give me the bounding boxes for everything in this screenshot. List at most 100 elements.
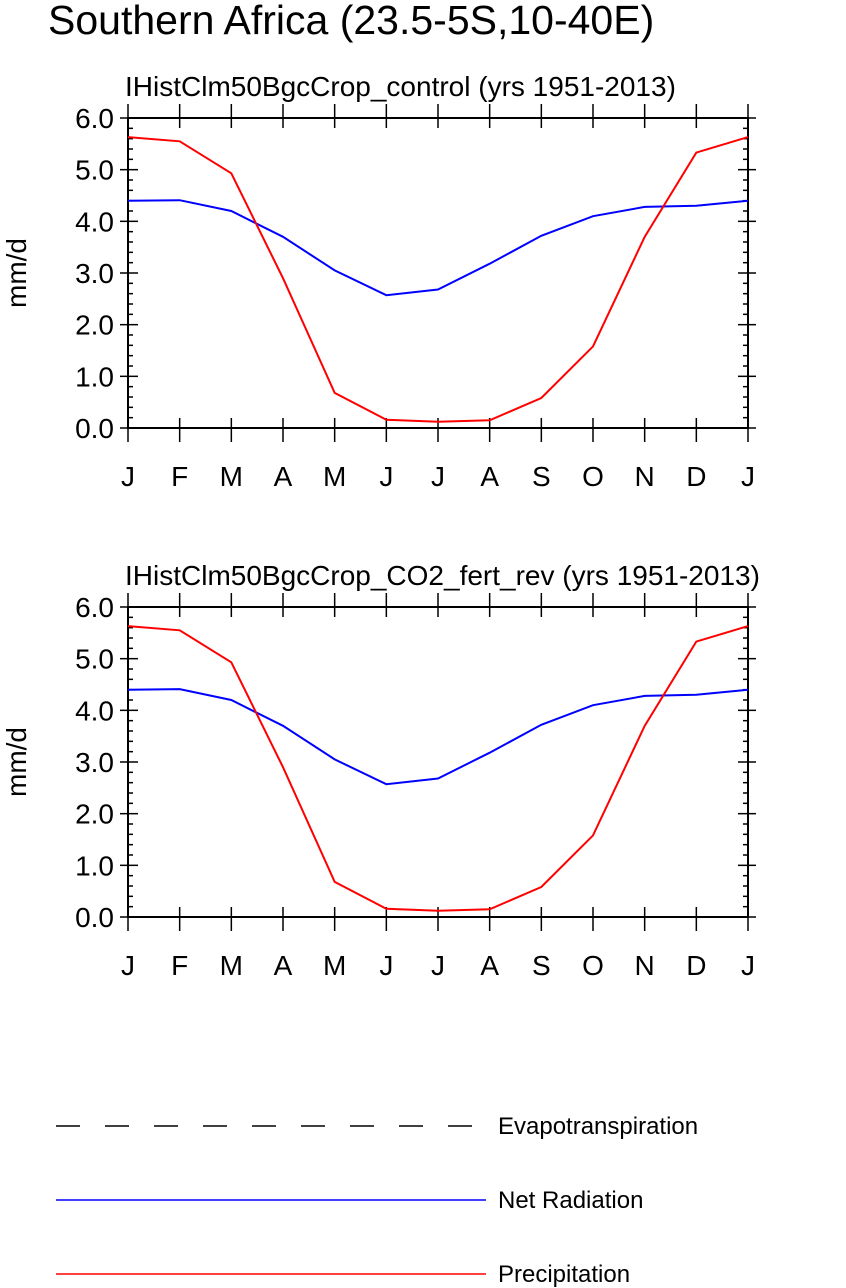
- data-point-net-radiation: [332, 268, 337, 273]
- data-point-net-radiation: [436, 287, 441, 292]
- x-tick-label: M: [323, 950, 346, 981]
- data-point-precipitation: [384, 417, 389, 422]
- y-tick-label: 5.0: [75, 155, 114, 186]
- page-title: Southern Africa (23.5-5S,10-40E): [48, 0, 655, 43]
- data-point-precipitation: [487, 418, 492, 423]
- y-tick-label: 1.0: [75, 361, 114, 392]
- data-point-precipitation: [332, 879, 337, 884]
- data-point-net-radiation: [487, 261, 492, 266]
- data-point-net-radiation: [487, 750, 492, 755]
- x-tick-label: J: [741, 461, 755, 492]
- legend-label: Net Radiation: [498, 1187, 643, 1214]
- y-tick-label: 0.0: [75, 902, 114, 933]
- data-point-precipitation: [332, 390, 337, 395]
- x-tick-label: J: [379, 461, 393, 492]
- x-tick-label: S: [532, 950, 551, 981]
- data-point-net-radiation: [384, 782, 389, 787]
- data-point-precipitation: [539, 396, 544, 401]
- data-point-net-radiation: [384, 293, 389, 298]
- x-tick-label: M: [220, 950, 243, 981]
- chart-panel-2: IHistClm50BgcCrop_CO2_fert_rev (yrs 1951…: [1, 560, 760, 981]
- y-axis-label: mm/d: [1, 238, 32, 308]
- data-point-precipitation: [591, 833, 596, 838]
- data-point-precipitation: [746, 624, 751, 629]
- series-line-precipitation: [127, 136, 749, 423]
- data-point-precipitation: [126, 624, 131, 629]
- data-point-precipitation: [591, 344, 596, 349]
- plot-frame: [127, 606, 749, 918]
- y-tick-label: 2.0: [75, 310, 114, 341]
- data-point-precipitation: [694, 639, 699, 644]
- data-point-net-radiation: [694, 203, 699, 208]
- data-point-net-radiation: [436, 776, 441, 781]
- x-tick-label: A: [274, 461, 293, 492]
- y-tick-label: 3.0: [75, 747, 114, 778]
- y-tick-label: 1.0: [75, 850, 114, 881]
- x-tick-label: J: [121, 461, 135, 492]
- x-tick-label: O: [582, 461, 604, 492]
- data-point-precipitation: [384, 906, 389, 911]
- x-tick-label: D: [686, 461, 706, 492]
- data-point-net-radiation: [642, 204, 647, 209]
- x-tick-label: J: [431, 950, 445, 981]
- x-tick-label: N: [635, 950, 655, 981]
- chart-title: IHistClm50BgcCrop_CO2_fert_rev (yrs 1951…: [125, 560, 760, 591]
- data-point-precipitation: [539, 885, 544, 890]
- series-line-precipitation: [127, 625, 749, 912]
- legend-item: Evapotranspiration: [56, 1113, 698, 1140]
- x-tick-label: F: [171, 950, 188, 981]
- data-point-precipitation: [642, 234, 647, 239]
- legend-label: Precipitation: [498, 1261, 630, 1288]
- series-line-net-radiation: [127, 688, 749, 786]
- x-tick-label: J: [121, 950, 135, 981]
- data-point-precipitation: [229, 660, 234, 665]
- data-point-precipitation: [642, 723, 647, 728]
- data-point-net-radiation: [229, 209, 234, 214]
- y-tick-label: 4.0: [75, 695, 114, 726]
- chart-panel-1: IHistClm50BgcCrop_control (yrs 1951-2013…: [1, 71, 756, 492]
- data-point-precipitation: [694, 150, 699, 155]
- data-point-net-radiation: [177, 687, 182, 692]
- x-tick-label: D: [686, 950, 706, 981]
- x-tick-label: F: [171, 461, 188, 492]
- plot-frame: [127, 117, 749, 429]
- x-tick-label: O: [582, 950, 604, 981]
- data-point-precipitation: [281, 276, 286, 281]
- data-point-net-radiation: [332, 757, 337, 762]
- data-point-net-radiation: [591, 703, 596, 708]
- data-point-net-radiation: [229, 698, 234, 703]
- data-point-precipitation: [436, 419, 441, 424]
- y-tick-label: 6.0: [75, 103, 114, 134]
- data-point-net-radiation: [694, 692, 699, 697]
- legend-item: Net Radiation: [56, 1187, 643, 1214]
- y-tick-label: 4.0: [75, 206, 114, 237]
- data-point-net-radiation: [126, 198, 131, 203]
- data-point-net-radiation: [281, 234, 286, 239]
- y-axis-label: mm/d: [1, 727, 32, 797]
- data-point-net-radiation: [642, 693, 647, 698]
- y-tick-label: 6.0: [75, 592, 114, 623]
- x-tick-label: A: [480, 461, 499, 492]
- data-point-net-radiation: [746, 198, 751, 203]
- x-tick-label: J: [431, 461, 445, 492]
- x-tick-label: A: [480, 950, 499, 981]
- y-tick-label: 0.0: [75, 413, 114, 444]
- data-point-precipitation: [746, 135, 751, 140]
- x-tick-label: N: [635, 461, 655, 492]
- data-point-net-radiation: [539, 233, 544, 238]
- x-tick-label: J: [741, 950, 755, 981]
- x-tick-label: M: [220, 461, 243, 492]
- legend-item: Precipitation: [56, 1261, 630, 1288]
- data-point-precipitation: [177, 139, 182, 144]
- data-point-net-radiation: [539, 722, 544, 727]
- x-tick-label: M: [323, 461, 346, 492]
- data-point-net-radiation: [126, 687, 131, 692]
- x-tick-label: S: [532, 461, 551, 492]
- x-tick-label: A: [274, 950, 293, 981]
- x-tick-label: J: [379, 950, 393, 981]
- data-point-precipitation: [229, 171, 234, 176]
- legend-label: Evapotranspiration: [498, 1113, 698, 1140]
- data-point-precipitation: [487, 907, 492, 912]
- data-point-net-radiation: [281, 723, 286, 728]
